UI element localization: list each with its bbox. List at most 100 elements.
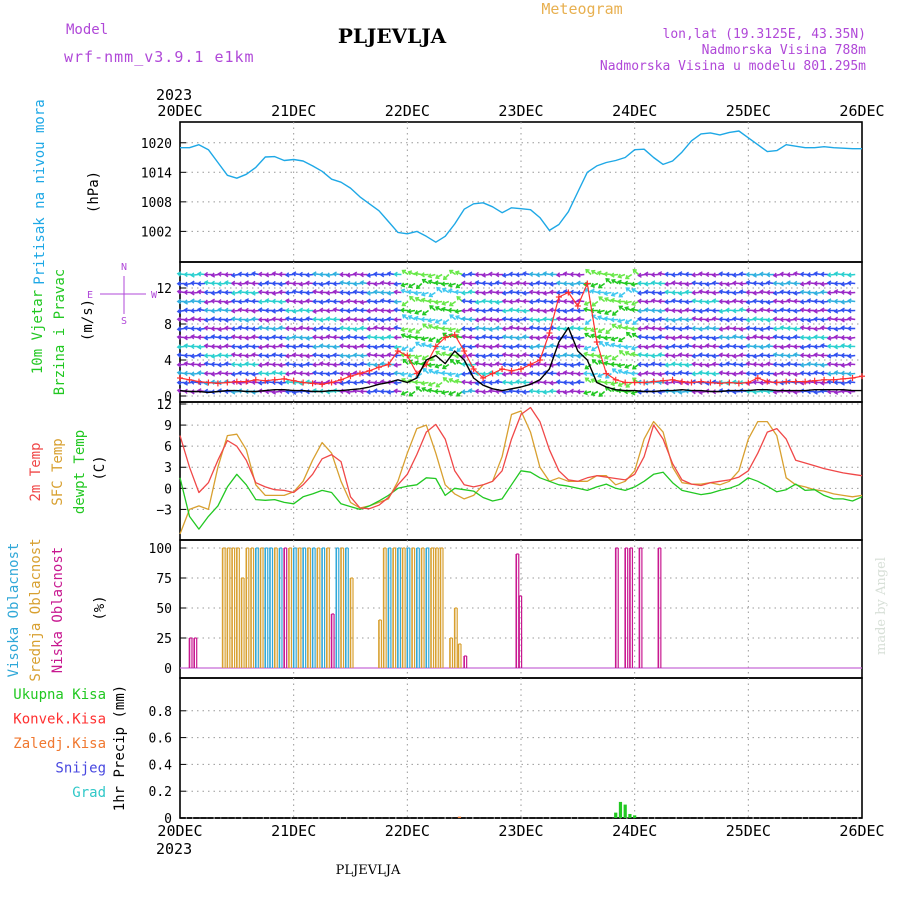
wind-arrow-head [528,281,534,287]
wind-arrow-head [584,377,590,382]
wind-arrow-head [718,316,723,322]
wind-arrow-head [555,272,561,278]
wind-arrow-head [799,344,805,350]
wind-arrow-head [494,272,500,278]
wind-arrow-head [813,334,818,340]
wind-arrow-head [535,361,541,367]
wind-arrow-head [549,281,554,287]
wind-arrow-head [691,335,696,341]
wind-arrow-head [420,316,425,323]
wind-arrow-head [373,281,378,287]
wind-arrow-head [203,317,209,323]
wind-arrow-head [515,280,520,286]
wind-arrow-head [718,308,724,314]
wind-arrow-head [366,280,371,286]
wind-arrow-head [176,281,182,287]
wind-arrow-head [251,389,256,395]
wind-arrow-head [291,326,297,332]
wind-arrow-head [698,280,703,287]
wind-arrow-head [508,362,513,368]
wind-arrow-head [251,308,256,314]
wind-arrow-head [704,307,710,313]
wind-arrow-head [345,326,351,332]
wind-arrow-head [441,351,446,357]
wind-arrow-head [826,325,832,332]
wind-arrow-head [752,371,757,377]
wind-arrow-head [677,290,683,296]
pressure-ytick-label: 1002 [141,225,172,240]
wind-arrow-head [474,317,480,323]
wind-arrow-head [677,308,683,314]
wind-arrow-head [494,335,500,341]
wind-arrow-head [291,298,297,305]
wind-arrow-head [731,371,737,377]
wind-arrow-head [671,280,676,286]
wind-arrow-head [671,353,676,359]
wind-arrow-head [555,335,561,341]
wind-arrow-head [359,289,364,296]
wind-arrow-head [467,281,473,287]
wind-arrow-head [657,316,662,322]
wind-arrow-head [664,352,669,358]
wind-arrow-head [684,343,690,349]
wind-arrow-head [257,317,263,323]
precip-legend-item: Grad [72,785,106,801]
wind-arrow-head [257,344,263,350]
wind-arrow-head [833,326,839,332]
wind-arrow-head [826,343,832,349]
wind-arrow-head [427,298,432,304]
wind-arrow-head [339,271,344,278]
wind-arrow-head [515,361,520,367]
wind-arrow-head [704,299,710,305]
wind-arrow-head [481,298,486,304]
wind-arrow-head [731,308,737,314]
station-title: PLJEVLJA [338,24,447,48]
wind-arrow-head [650,280,656,286]
wind-arrow-head [393,299,398,305]
wind-arrow-head [196,298,202,305]
wind-arrow-head [826,379,832,385]
wind-arrow-head [617,382,623,387]
wind-arrow-head [176,326,182,332]
wind-arrow-head [278,380,283,386]
wind-arrow-head [826,298,832,304]
wind-arrow-head [535,371,540,377]
wind-arrow-head [488,299,493,305]
wind-arrow-head [203,370,209,377]
wind-arrow-head [643,271,649,277]
wind-arrow-head [427,317,432,324]
wind-arrow-head [305,272,310,278]
wind-arrow-head [752,361,757,367]
wind-arrow-head [555,316,561,322]
pressure-line [180,130,862,243]
wind-arrow-head [379,343,385,349]
wind-arrow-head [237,325,243,331]
wind-arrow-head [393,307,398,313]
wind-arrow-head [596,353,602,359]
wind-arrow-head [414,354,419,360]
wind-arrow-head [474,388,480,394]
wind-arrow-head [650,325,656,331]
wind-arrow-head [278,289,283,295]
wind-arrow-head [677,361,683,368]
pressure-label: Pritisak na nivou mora [32,99,48,284]
wind-arrow-head [826,335,832,341]
wind-arrow-head [535,272,541,278]
wind-arrow-head [407,270,413,276]
wind-arrow-head [271,352,277,358]
wind-arrow-head [372,352,378,358]
wind-arrow-head [725,352,730,359]
wind-arrow-head [691,298,696,304]
wind-arrow-head [684,281,690,287]
wind-arrow-head [806,272,811,278]
wind-arrow-head [284,343,290,349]
wind-arrow-head [413,271,419,277]
wind-arrow-head [759,299,764,305]
wind-arrow-head [264,343,270,349]
wind-arrow-head [352,271,358,277]
wind-arrow-head [305,325,310,332]
wind-arrow-head [562,389,568,395]
wind-arrow-head [542,290,547,296]
wind-arrow-head [542,334,547,340]
precip-frame [179,677,863,819]
